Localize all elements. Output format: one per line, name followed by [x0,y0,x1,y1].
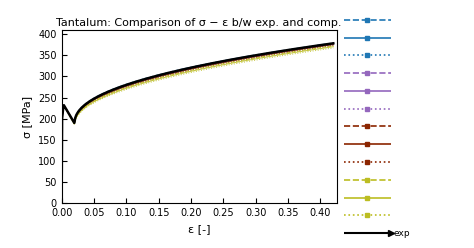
Title: Tantalum: Comparison of σ − ε b/w exp. and comp.: Tantalum: Comparison of σ − ε b/w exp. a… [56,18,342,28]
X-axis label: ε [-]: ε [-] [188,224,210,234]
Text: exp: exp [393,229,410,238]
Y-axis label: σ [MPa]: σ [MPa] [23,95,33,138]
